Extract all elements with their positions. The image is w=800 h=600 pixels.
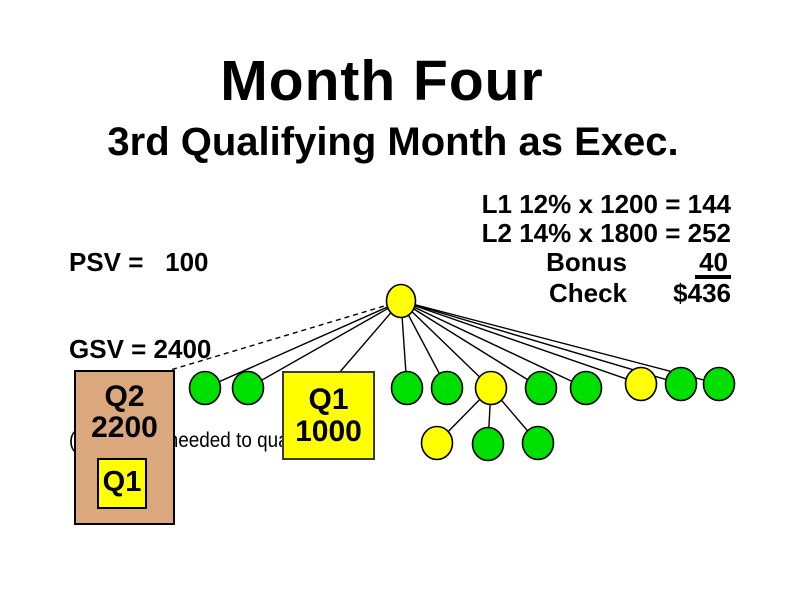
link-line <box>400 300 492 389</box>
check-value: $436 <box>673 278 731 308</box>
l1-calc-line: L1 12% x 1200 = 144 <box>481 189 731 219</box>
link-line <box>247 300 402 389</box>
q1-box-label: Q1 <box>308 383 349 416</box>
dashed-link-line <box>136 300 402 381</box>
member-node-green <box>471 426 505 462</box>
slide-title: Month Four <box>220 49 544 113</box>
bonus-label: Bonus <box>546 247 627 277</box>
q1-box-volume: 1000 <box>295 415 362 448</box>
link-line <box>400 300 587 389</box>
member-node-yellow <box>385 283 417 319</box>
link-line <box>400 300 720 385</box>
bonus-row: Bonus 40 <box>455 248 731 279</box>
gsv-line: GSV = 2400 <box>69 334 212 364</box>
member-node-yellow <box>420 425 454 461</box>
q2-box-label: Q2 <box>104 380 145 413</box>
member-node-green <box>524 370 558 406</box>
member-node-green <box>430 370 464 406</box>
q2-inner-q1-box: Q1 <box>97 458 147 509</box>
link-line <box>400 300 542 389</box>
member-node-green <box>569 370 603 406</box>
q1-group-box: Q1 1000 <box>282 371 375 460</box>
member-node-green <box>521 425 555 461</box>
slide-subtitle: 3rd Qualifying Month as Exec. <box>107 120 679 164</box>
member-node-green <box>664 366 698 402</box>
commission-calc-block: L1 12% x 1200 = 144 L2 14% x 1800 = 252 … <box>455 190 731 308</box>
member-node-green <box>188 370 222 406</box>
l2-calc-line: L2 14% x 1800 = 252 <box>481 218 731 248</box>
check-label: Check <box>548 278 627 308</box>
q2-group-box: Q2 2200 Q1 <box>74 370 175 525</box>
psv-line: PSV = 100 <box>69 247 209 277</box>
member-node-green <box>702 366 736 402</box>
q2-box-volume: 2200 <box>91 411 158 444</box>
member-node-yellow <box>474 370 508 406</box>
member-node-green <box>231 370 265 406</box>
link-line <box>400 300 642 385</box>
check-row: Check $436 <box>455 279 731 308</box>
bonus-value: 40 <box>627 248 731 279</box>
link-line <box>204 300 402 389</box>
member-node-green <box>390 370 424 406</box>
link-line <box>332 300 402 381</box>
member-node-yellow <box>624 366 658 402</box>
